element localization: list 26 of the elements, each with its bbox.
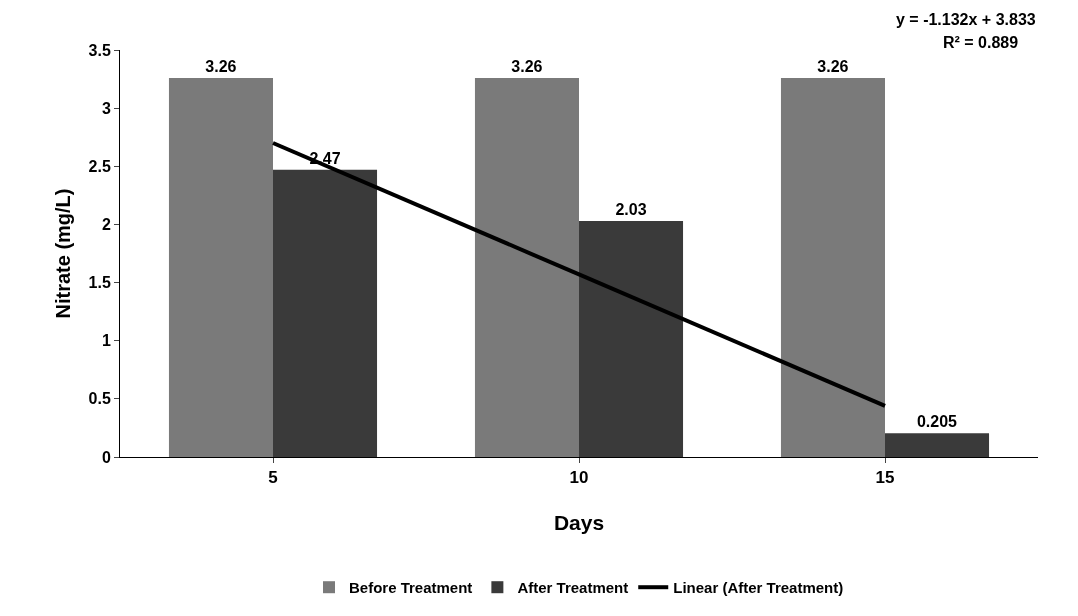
y-tick-label: 1 xyxy=(101,332,111,350)
x-tick-label: 5 xyxy=(268,468,278,488)
y-tick-label: 2 xyxy=(101,216,111,234)
x-tick-label: 10 xyxy=(569,468,589,488)
bar xyxy=(474,77,579,457)
y-tick-label: 0.5 xyxy=(88,390,111,408)
y-tick-label: 1.5 xyxy=(88,274,111,292)
legend-label: Linear (After Treatment) xyxy=(673,579,844,597)
bar xyxy=(780,77,885,457)
data-label: 3.26 xyxy=(511,57,543,75)
x-axis-title: Days xyxy=(553,511,605,534)
text: y = -1.132x + 3.833 xyxy=(896,11,1036,28)
data-label: 3.26 xyxy=(205,57,237,75)
legend-label: Before Treatment xyxy=(349,579,473,597)
data-label: 3.26 xyxy=(817,57,849,75)
data-label: 2.03 xyxy=(615,200,647,218)
annotation: R² = 0.889 xyxy=(943,34,1019,51)
data-label: 0.205 xyxy=(916,413,958,431)
legend-label: After Treatment xyxy=(517,579,629,597)
bar xyxy=(168,77,273,457)
y-tick-label: 0 xyxy=(101,448,111,466)
y-tick-label: 3.5 xyxy=(88,41,111,59)
y-tick-label: 3 xyxy=(101,99,111,117)
x-tick-label: 15 xyxy=(875,468,895,488)
y-axis-title: Nitrate (mg/L) xyxy=(52,188,74,319)
y-tick-label: 2.5 xyxy=(88,157,111,175)
